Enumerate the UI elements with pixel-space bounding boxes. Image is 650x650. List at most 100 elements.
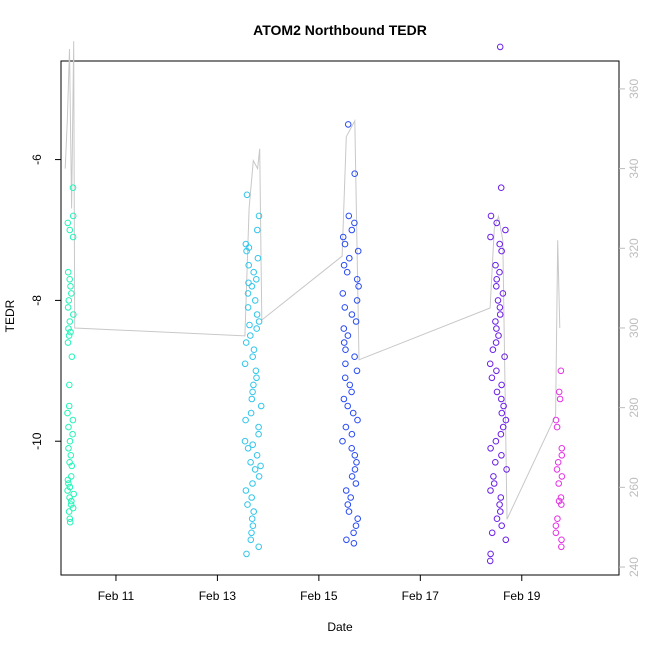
data-point	[501, 353, 508, 361]
data-point	[242, 487, 250, 494]
data-point	[245, 279, 252, 287]
data-point	[348, 473, 356, 480]
data-point	[245, 261, 252, 269]
data-point	[341, 240, 349, 248]
data-point	[354, 515, 362, 523]
data-point	[500, 402, 507, 410]
data-point	[342, 487, 350, 494]
data-point	[343, 268, 351, 276]
data-point	[497, 430, 505, 438]
data-point	[344, 121, 352, 128]
data-point	[249, 480, 256, 487]
data-point	[248, 529, 255, 537]
data-point	[241, 360, 249, 368]
data-point	[492, 339, 500, 346]
data-point	[251, 466, 259, 473]
data-point	[558, 536, 565, 544]
data-point	[487, 445, 494, 452]
data-point	[69, 184, 77, 191]
data-point	[492, 459, 499, 466]
data-point	[255, 473, 263, 480]
data-point	[255, 423, 262, 431]
data-point	[493, 283, 500, 290]
data-point	[489, 346, 497, 354]
data-point	[498, 395, 505, 403]
data-point	[496, 268, 503, 276]
data-point	[344, 402, 352, 410]
data-point	[355, 283, 362, 290]
data-point	[502, 226, 509, 234]
data-point	[555, 388, 563, 396]
data-point	[498, 409, 506, 417]
data-point	[65, 423, 72, 431]
data-point	[558, 452, 566, 459]
data-point	[488, 529, 496, 537]
data-point	[558, 543, 565, 551]
data-point	[348, 430, 356, 438]
y2-tick-label: 320	[627, 238, 641, 258]
data-point	[497, 184, 505, 191]
data-point	[244, 501, 251, 508]
data-point	[250, 381, 257, 389]
data-point	[558, 473, 566, 480]
data-point	[247, 459, 254, 466]
data-point	[346, 381, 354, 389]
data-point	[493, 325, 500, 332]
data-point	[498, 522, 506, 530]
data-point	[350, 529, 357, 537]
data-point	[342, 423, 350, 431]
data-point	[66, 515, 74, 523]
data-point	[255, 543, 263, 551]
data-point	[67, 473, 75, 480]
data-point	[351, 466, 359, 473]
data-point	[354, 416, 361, 424]
data-point	[248, 283, 256, 290]
data-point	[344, 332, 352, 339]
data-point	[351, 452, 359, 459]
data-point	[66, 318, 74, 325]
data-point	[502, 416, 510, 424]
data-point	[252, 367, 260, 375]
data-point	[248, 494, 255, 501]
data-point	[351, 170, 359, 177]
data-point	[249, 522, 257, 530]
chart-title: ATOM2 Northbound TEDR	[253, 22, 427, 38]
data-point	[67, 328, 74, 336]
data-point	[553, 423, 561, 431]
data-point	[257, 402, 265, 410]
data-point	[493, 367, 500, 375]
data-point	[69, 416, 77, 424]
x-tick-label: Feb 11	[98, 589, 135, 603]
data-point	[488, 374, 496, 382]
data-point	[66, 381, 73, 389]
data-point	[242, 416, 249, 424]
data-point	[246, 321, 253, 329]
data-point	[492, 318, 499, 325]
data-point	[345, 508, 353, 515]
data-point	[66, 459, 73, 466]
data-point	[69, 430, 76, 438]
data-point	[343, 536, 350, 544]
data-point	[68, 353, 76, 361]
y-axis-label: TEDR	[3, 299, 17, 332]
y-tick-label: -6	[30, 154, 44, 165]
data-point	[351, 219, 358, 227]
data-point	[490, 480, 498, 487]
data-point	[493, 388, 501, 396]
data-point	[558, 501, 565, 508]
data-point	[243, 247, 250, 255]
data-point	[497, 494, 505, 501]
data-point	[253, 226, 261, 234]
data-point	[499, 290, 507, 297]
data-point	[251, 297, 259, 304]
y2-tick-label: 340	[627, 158, 641, 178]
data-point	[353, 276, 361, 283]
data-point	[493, 515, 501, 523]
data-point	[340, 395, 348, 403]
data-point	[70, 311, 77, 318]
data-point	[65, 297, 73, 304]
data-point	[64, 268, 72, 276]
data-point	[69, 504, 77, 512]
x-tick-label: Feb 19	[503, 589, 541, 603]
